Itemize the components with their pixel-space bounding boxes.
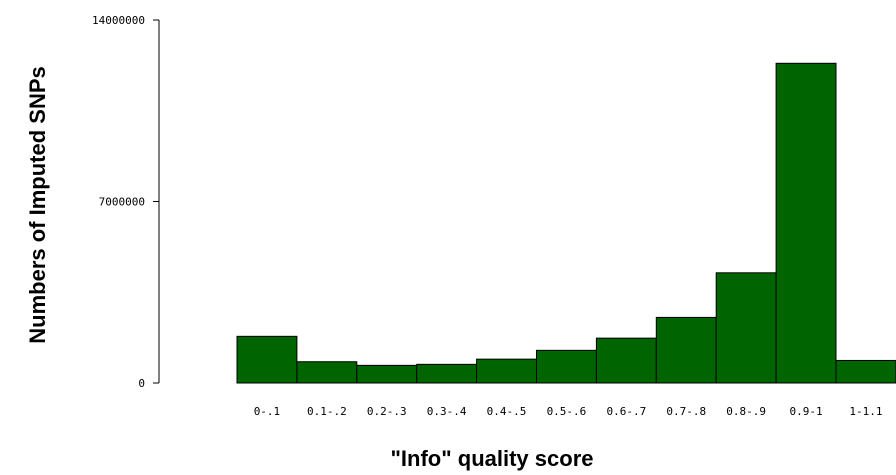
histogram-bar: [835, 359, 896, 384]
x-tick-label: 0.3-.4: [427, 405, 467, 418]
histogram-bar: [715, 272, 777, 384]
histogram-bar: [655, 316, 717, 384]
histogram-bar: [775, 62, 837, 384]
histogram-bar: [356, 364, 418, 384]
y-axis-ticks: 0 7000000 14000000: [92, 14, 159, 390]
y-axis-title: Numbers of Imputed SNPs: [25, 66, 50, 343]
x-tick-label: 0.9-1: [789, 405, 822, 418]
histogram-bar: [416, 363, 478, 384]
y-tick-label: 7000000: [99, 196, 145, 209]
bars-group: [236, 62, 896, 384]
x-tick-label: 0-.1: [254, 405, 281, 418]
x-tick-label: 1-1.1: [849, 405, 882, 418]
x-tick-label: 0.6-.7: [606, 405, 646, 418]
y-tick-label: 0: [138, 377, 145, 390]
histogram-bar: [595, 337, 657, 384]
histogram-bar: [296, 361, 358, 384]
y-tick-label: 14000000: [92, 14, 145, 27]
histogram-bar: [236, 335, 298, 384]
x-tick-label: 0.2-.3: [367, 405, 407, 418]
x-tick-label: 0.1-.2: [307, 405, 347, 418]
x-tick-label: 0.8-.9: [726, 405, 766, 418]
histogram-bar: [536, 349, 597, 384]
x-axis-title: "Info" quality score: [390, 446, 593, 471]
x-tick-label: 0.7-.8: [666, 405, 706, 418]
x-tick-label: 0.4-.5: [487, 405, 527, 418]
x-axis-tick-labels: 0-.1 0.1-.2 0.2-.3 0.3-.4 0.4-.5 0.5-.6 0.6-.7…: [254, 405, 883, 418]
x-tick-label: 0.5-.6: [547, 405, 587, 418]
histogram-bar: [476, 358, 538, 384]
